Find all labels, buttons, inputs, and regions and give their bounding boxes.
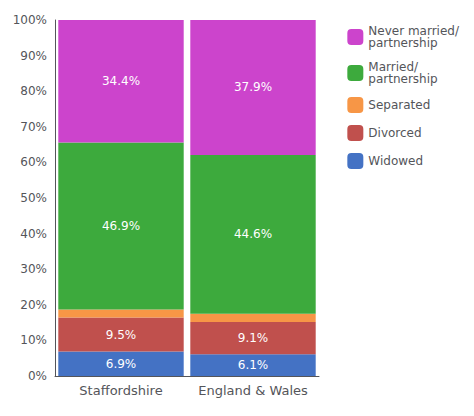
svg-text:6.9%: 6.9%	[106, 357, 137, 371]
svg-text:60%: 60%	[20, 155, 47, 169]
svg-text:30%: 30%	[20, 262, 47, 276]
svg-text:Divorced: Divorced	[368, 126, 421, 140]
svg-text:100%: 100%	[13, 13, 47, 27]
svg-text:20%: 20%	[20, 298, 47, 312]
svg-text:partnership: partnership	[368, 36, 437, 50]
svg-text:0%: 0%	[28, 369, 47, 383]
svg-text:70%: 70%	[20, 120, 47, 134]
svg-text:9.1%: 9.1%	[238, 331, 269, 345]
svg-text:37.9%: 37.9%	[234, 80, 272, 94]
svg-text:46.9%: 46.9%	[102, 219, 140, 233]
svg-text:9.5%: 9.5%	[106, 328, 137, 342]
svg-text:50%: 50%	[20, 191, 47, 205]
svg-text:Never married/: Never married/	[368, 24, 459, 38]
svg-text:80%: 80%	[20, 84, 47, 98]
svg-text:partnership: partnership	[368, 72, 437, 86]
svg-text:Widowed: Widowed	[368, 154, 423, 168]
svg-text:34.4%: 34.4%	[102, 74, 140, 88]
svg-text:England & Wales: England & Wales	[198, 383, 308, 398]
svg-text:40%: 40%	[20, 227, 47, 241]
svg-text:6.1%: 6.1%	[238, 358, 269, 372]
svg-text:Staffordshire: Staffordshire	[79, 383, 162, 398]
svg-text:Married/: Married/	[368, 60, 419, 74]
svg-text:10%: 10%	[20, 333, 47, 347]
svg-text:44.6%: 44.6%	[234, 227, 272, 241]
svg-text:Separated: Separated	[368, 98, 430, 112]
svg-text:90%: 90%	[20, 49, 47, 63]
